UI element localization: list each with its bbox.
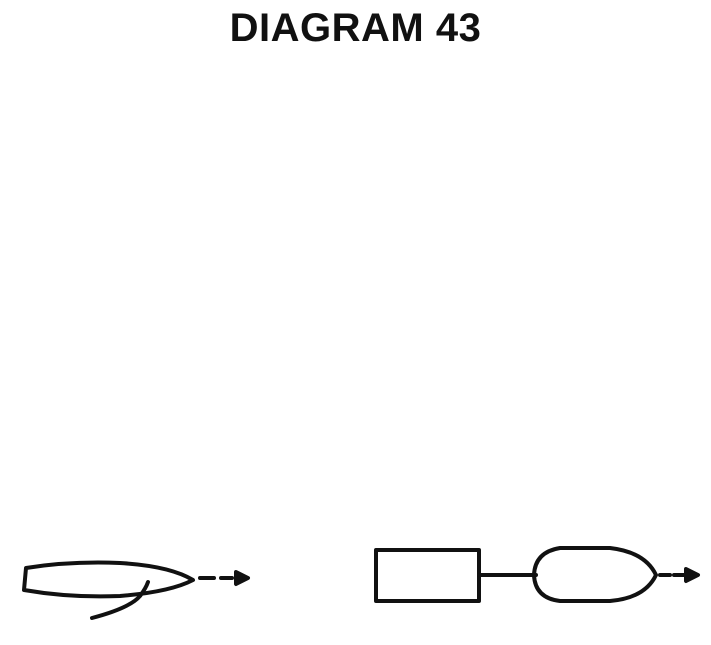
left-boat-hull (22, 560, 195, 599)
left-arrowhead-icon (234, 570, 250, 586)
right-arrowhead-icon (684, 567, 700, 583)
right-boat-body (532, 546, 658, 603)
left-boat-figure (22, 560, 250, 620)
right-block (374, 548, 481, 603)
left-boat-line (90, 580, 150, 620)
right-tow-figure (374, 546, 700, 603)
diagram-title: DIAGRAM 43 (229, 6, 482, 50)
